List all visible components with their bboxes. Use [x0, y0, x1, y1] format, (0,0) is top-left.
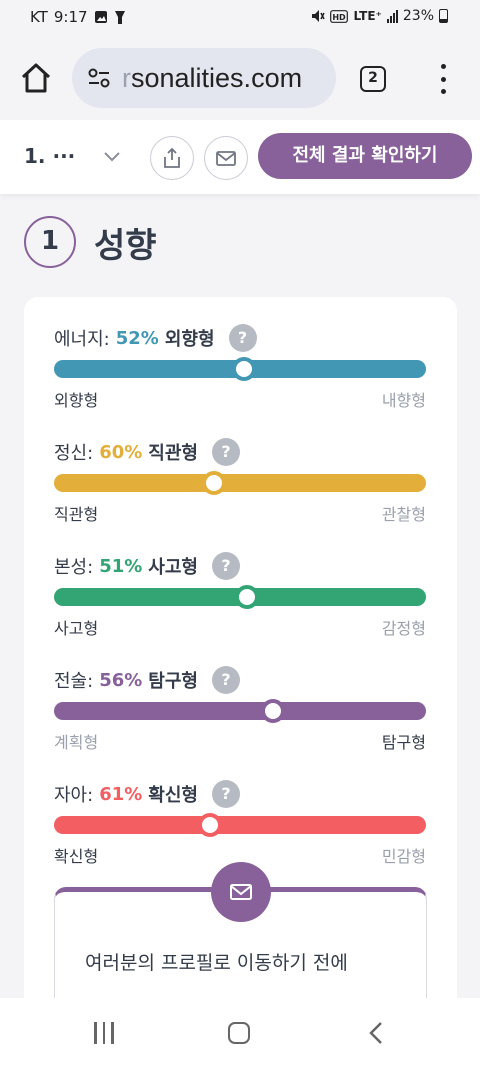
trait-type: 확신형: [148, 785, 198, 806]
trait-right-label: 민감형: [381, 847, 426, 866]
trait-type: 직관형: [148, 443, 198, 464]
signal-icon: [386, 9, 398, 23]
traits-card: 에너지: 52% 외향형? 외향형 내향형 정신: 60% 직관형? 직관형 관찰형 본성: 51% 사…: [24, 297, 457, 998]
system-nav-bar: [0, 998, 480, 1070]
result-nav-bar: 1. ··· 전체 결과 확인하기: [0, 120, 480, 194]
trait-left-label: 직관형: [54, 505, 99, 524]
trait-percent: 52%: [115, 327, 159, 349]
trait-heading: 본성: 51% 사고형?: [54, 552, 240, 580]
help-icon[interactable]: ?: [211, 780, 240, 808]
help-icon[interactable]: ?: [211, 666, 240, 694]
home-icon[interactable]: [18, 60, 54, 96]
recent-apps-icon[interactable]: [94, 1022, 114, 1044]
message-card: 여러분의 프로필로 이동하기 전에: [54, 862, 427, 998]
help-icon[interactable]: ?: [228, 324, 257, 352]
trait-percent: 60%: [99, 441, 143, 463]
status-bar: KT 9:17 HD LTE⁺ 23%: [0, 0, 480, 36]
trait-type: 외향형: [164, 329, 215, 350]
trait-left-label: 사고형: [54, 619, 99, 638]
help-icon[interactable]: ?: [211, 552, 240, 580]
trait-left-label: 확신형: [54, 847, 99, 866]
svg-text:HD: HD: [333, 13, 347, 22]
trait-bar: [54, 813, 426, 837]
trait-heading: 전술: 56% 탐구형?: [54, 666, 240, 694]
envelope-badge: [211, 862, 271, 922]
home-button-icon[interactable]: [228, 1022, 250, 1044]
battery-icon: [439, 9, 448, 23]
trait-left-label: 계획형: [54, 733, 99, 752]
trait-bar: [54, 471, 426, 495]
trait-percent: 51%: [99, 555, 143, 577]
trait-row: 전술: 56% 탐구형? 계획형 탐구형: [54, 666, 426, 767]
trait-bar: [54, 699, 426, 723]
trait-bar: [54, 585, 426, 609]
trait-marker: [261, 699, 286, 723]
address-bar[interactable]: rsonalities.com: [72, 48, 336, 108]
network-type: LTE⁺: [353, 9, 382, 23]
mail-icon: [230, 884, 252, 900]
mail-icon: [216, 151, 236, 166]
carrier: KT: [30, 8, 48, 26]
trait-row: 에너지: 52% 외향형? 외향형 내향형: [54, 324, 426, 425]
trait-name: 전술:: [54, 671, 94, 692]
trait-left-label: 외향형: [54, 391, 99, 410]
trait-type: 탐구형: [148, 671, 198, 692]
share-icon: [164, 147, 180, 168]
url-text: rsonalities.com: [122, 62, 303, 93]
trait-heading: 자아: 61% 확신형?: [54, 780, 240, 808]
trait-row: 본성: 51% 사고형? 사고형 감정형: [54, 552, 426, 653]
message-text: 여러분의 프로필로 이동하기 전에: [85, 952, 348, 974]
section-heading: 1 성향: [24, 216, 157, 268]
trait-marker: [198, 813, 223, 837]
trait-row: 정신: 60% 직관형? 직관형 관찰형: [54, 438, 426, 539]
trait-right-label: 내향형: [381, 391, 426, 410]
trait-right-label: 감정형: [381, 619, 426, 638]
site-settings-icon[interactable]: [86, 65, 112, 91]
trait-right-label: 관찰형: [381, 505, 426, 524]
trait-percent: 61%: [99, 783, 143, 805]
trait-heading: 정신: 60% 직관형?: [54, 438, 240, 466]
trait-marker: [235, 585, 260, 609]
section-number: 1: [24, 216, 76, 268]
trait-name: 에너지:: [54, 329, 110, 350]
view-full-results-button[interactable]: 전체 결과 확인하기: [258, 133, 472, 179]
trait-type: 사고형: [148, 557, 198, 578]
browser-toolbar: rsonalities.com 2: [0, 36, 480, 120]
page-content: 1. ··· 전체 결과 확인하기 1 성향 에너지: 52% 외향형? 외향형 내향형…: [0, 120, 480, 998]
section-selector[interactable]: 1. ···: [24, 144, 76, 168]
chevron-down-icon[interactable]: [102, 146, 122, 166]
trait-percent: 56%: [99, 669, 143, 691]
tab-switcher-button[interactable]: 2: [360, 66, 386, 92]
trait-bar: [54, 357, 426, 381]
photo-icon: [94, 11, 107, 23]
trait-name: 자아:: [54, 785, 94, 806]
share-button[interactable]: [150, 136, 194, 180]
trait-heading: 에너지: 52% 외향형?: [54, 324, 257, 352]
help-icon[interactable]: ?: [211, 438, 240, 466]
back-icon[interactable]: [364, 1020, 390, 1046]
hd-icon: HD: [330, 9, 349, 23]
more-menu-icon[interactable]: [436, 64, 450, 94]
trait-name: 정신:: [54, 443, 94, 464]
trait-right-label: 탐구형: [381, 733, 426, 752]
trait-marker: [201, 471, 226, 495]
flashlight-icon: [114, 10, 125, 24]
mute-icon: [312, 10, 326, 22]
trait-row: 자아: 61% 확신형? 확신형 민감형: [54, 780, 426, 881]
section-title: 성향: [94, 225, 157, 266]
email-button[interactable]: [204, 136, 248, 180]
trait-name: 본성:: [54, 557, 94, 578]
battery-percent: 23%: [402, 8, 434, 24]
clock: 9:17: [53, 8, 88, 26]
trait-marker: [231, 357, 256, 381]
